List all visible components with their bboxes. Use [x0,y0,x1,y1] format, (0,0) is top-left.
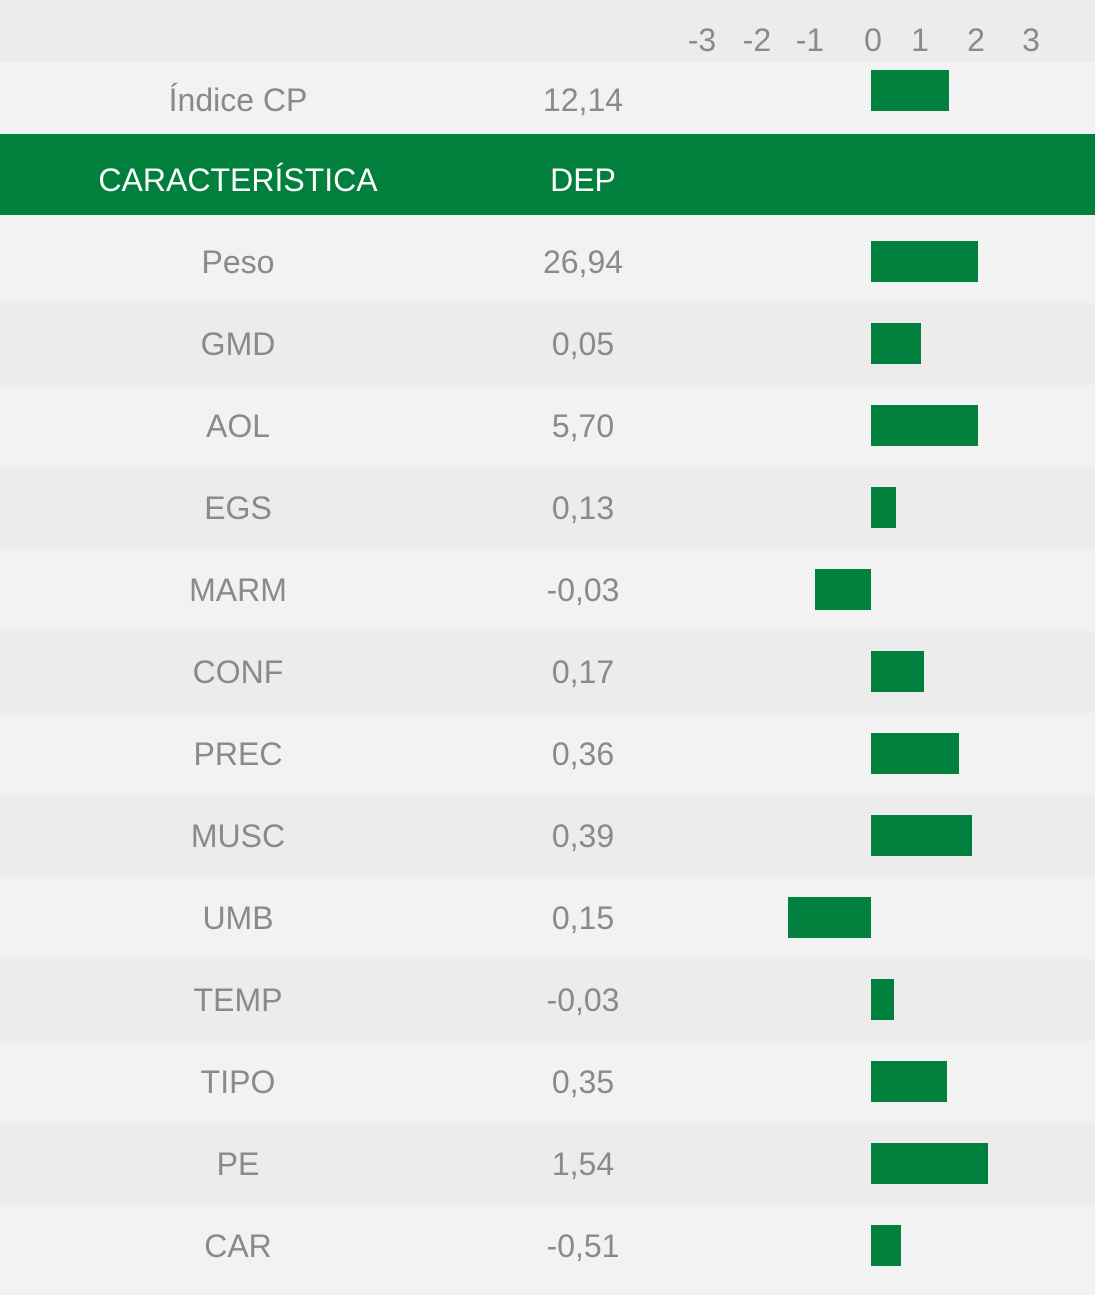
dep-value: 0,35 [551,1064,615,1100]
index-dep: 12,14 [542,82,624,118]
index-row: Índice CP 12,14 [0,62,1095,134]
x-tick-label: 0 [864,22,882,58]
index-bar [871,70,950,111]
table-header: CARACTERÍSTICA DEP [0,134,1095,215]
characteristic-label: CONF [192,654,284,690]
characteristic-label: PREC [193,736,283,772]
dep-value: -0,03 [546,572,620,608]
bar [871,1061,948,1102]
dep-value: 0,15 [551,900,615,936]
header-characteristic: CARACTERÍSTICA [98,162,378,198]
table-row: PE 1,54 [0,1123,1095,1205]
characteristic-label: AOL [205,408,271,444]
x-tick-label: -1 [795,22,825,58]
bar [871,323,922,364]
dep-value: 0,36 [551,736,615,772]
dep-value: 1,54 [551,1146,615,1182]
table-row: TEMP -0,03 [0,959,1095,1041]
dep-value: 0,13 [551,490,615,526]
bar [871,651,924,692]
dep-value: 5,70 [551,408,615,444]
bar [788,897,871,938]
table-row: EGS 0,13 [0,467,1095,549]
dep-value: 0,05 [551,326,615,362]
bar [871,241,978,282]
dep-value: 0,17 [551,654,615,690]
bar [871,1143,989,1184]
bar [871,815,972,856]
index-label: Índice CP [168,82,308,118]
bar [871,405,978,446]
characteristic-label: MUSC [190,818,286,854]
characteristic-label: Peso [201,244,275,280]
dep-value: 0,39 [551,818,615,854]
bar [814,569,871,610]
bar [871,979,894,1020]
x-tick-label: -2 [742,22,772,58]
table-row: UMB 0,15 [0,877,1095,959]
axis-header-band [0,0,1095,62]
dep-value: -0,51 [546,1228,620,1264]
bar [871,1225,901,1266]
bar [871,487,897,528]
characteristic-label: MARM [189,572,287,608]
x-tick-label: -3 [687,22,717,58]
characteristic-label: CAR [204,1228,272,1264]
table-row: GMD 0,05 [0,303,1095,385]
table-row: CONF 0,17 [0,631,1095,713]
table-row: Peso 26,94 [0,221,1095,303]
x-tick-label: 3 [1022,22,1040,58]
table-row: AOL 5,70 [0,385,1095,467]
table-row: CAR -0,51 [0,1205,1095,1287]
dep-value: 26,94 [542,244,624,280]
characteristic-label: GMD [200,326,276,362]
dep-value: -0,03 [546,982,620,1018]
characteristic-label: UMB [202,900,274,936]
bar [871,733,960,774]
header-dep: DEP [550,162,616,198]
table-row: TIPO 0,35 [0,1041,1095,1123]
x-tick-label: 2 [967,22,985,58]
characteristic-label: TIPO [200,1064,276,1100]
table-row: PREC 0,36 [0,713,1095,795]
characteristic-label: TEMP [193,982,283,1018]
table-row: MUSC 0,39 [0,795,1095,877]
characteristic-label: PE [216,1146,260,1182]
characteristic-label: EGS [204,490,272,526]
table-row: MARM -0,03 [0,549,1095,631]
x-tick-label: 1 [911,22,929,58]
